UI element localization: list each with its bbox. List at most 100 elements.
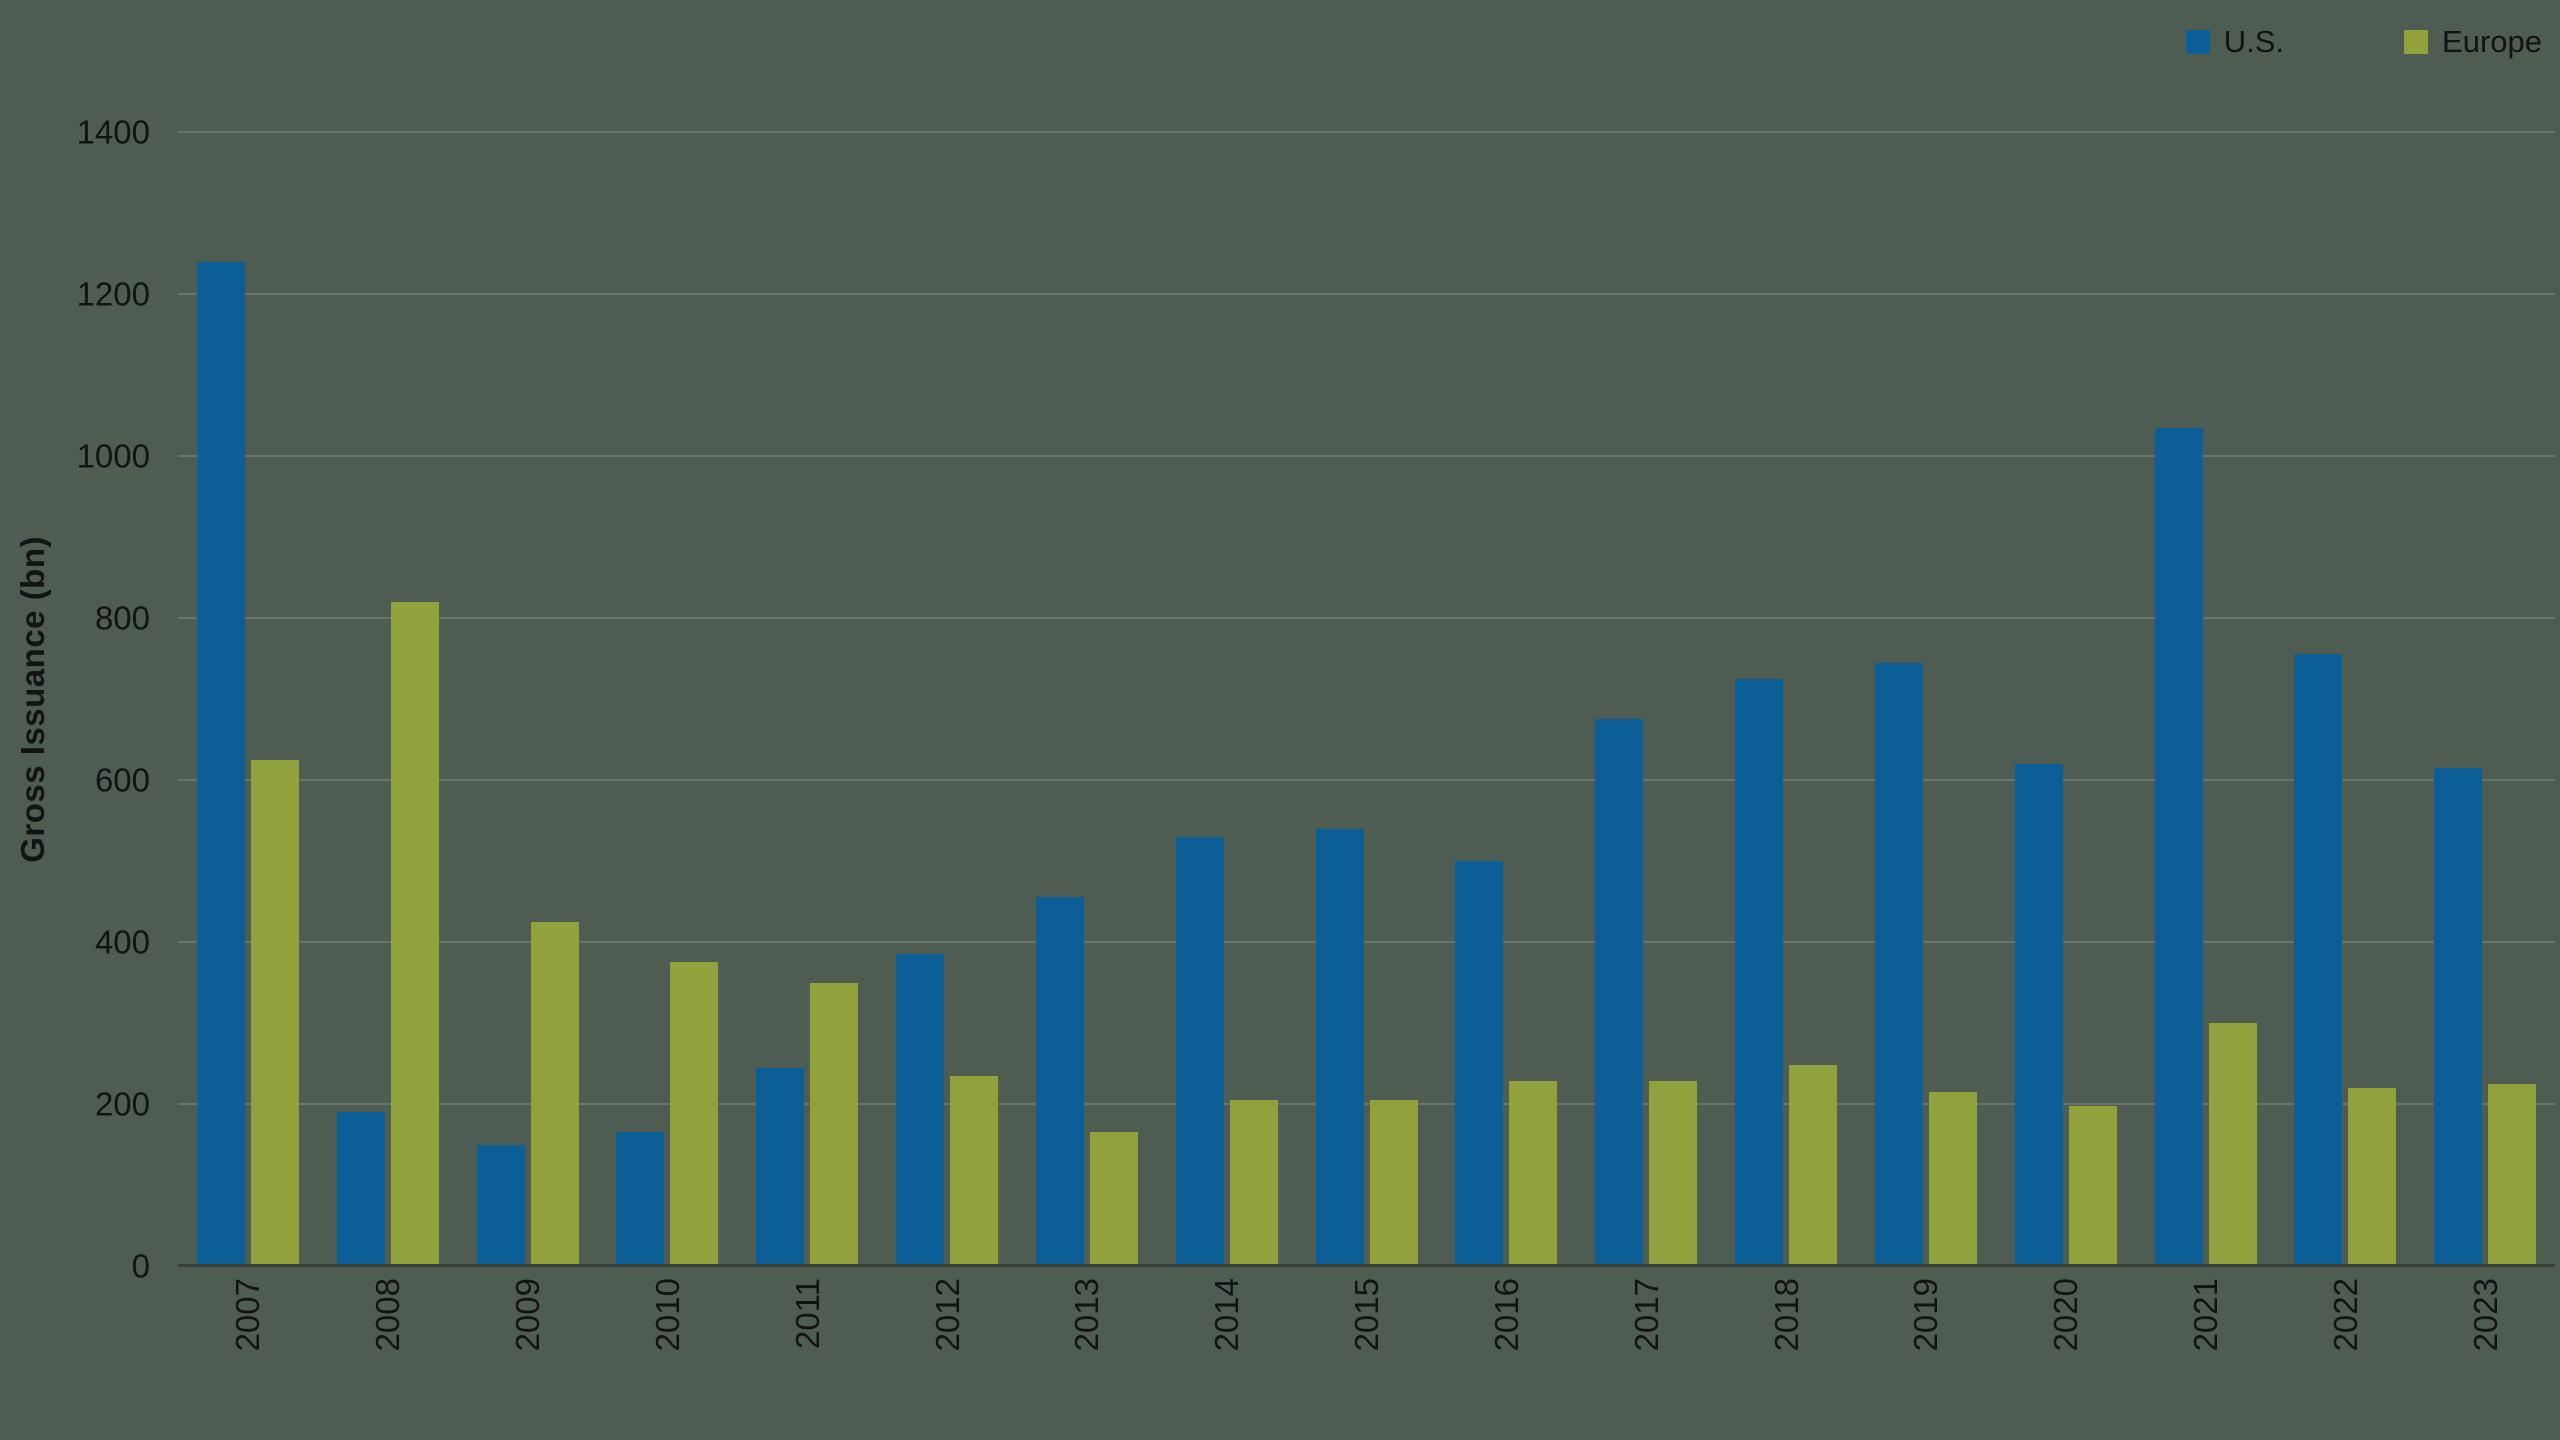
bar-group-2017 — [1576, 132, 1716, 1266]
x-tick-label: 2010 — [648, 1278, 686, 1352]
legend: U.S. Europe — [2185, 24, 2542, 59]
bar-u-s-2009 — [476, 1144, 525, 1266]
bar-europe-2023 — [2488, 1083, 2537, 1266]
x-tick-label: 2015 — [1348, 1278, 1386, 1352]
bar-group-2020 — [1996, 132, 2136, 1266]
bar-europe-2007 — [250, 759, 299, 1266]
y-tick-label: 1000 — [76, 437, 150, 475]
x-tick: 2009 — [458, 1278, 598, 1428]
gridline — [178, 455, 2555, 457]
bar-u-s-2008 — [336, 1112, 385, 1266]
gridline — [178, 941, 2555, 943]
legend-item-u-s: U.S. — [2185, 24, 2285, 59]
legend-item-europe: Europe — [2404, 26, 2542, 57]
x-tick: 2015 — [1297, 1278, 1437, 1428]
y-tick-label: 800 — [94, 599, 150, 637]
x-tick: 2018 — [1716, 1278, 1856, 1428]
x-tick: 2007 — [178, 1278, 318, 1428]
gridline — [178, 293, 2555, 295]
bar-group-2008 — [318, 132, 458, 1266]
bar-europe-2011 — [810, 982, 859, 1266]
x-tick-label: 2020 — [2047, 1278, 2085, 1352]
x-tick-label: 2022 — [2326, 1278, 2364, 1352]
x-tick: 2012 — [877, 1278, 1017, 1428]
bar-europe-2009 — [530, 921, 579, 1266]
bar-u-s-2022 — [2294, 654, 2343, 1266]
legend-label: U.S. — [2223, 24, 2285, 59]
bar-europe-2019 — [1928, 1091, 1977, 1266]
gridline — [178, 617, 2555, 619]
bar-group-2009 — [458, 132, 598, 1266]
gridline — [178, 131, 2555, 133]
x-tick: 2021 — [2136, 1278, 2276, 1428]
bar-group-2011 — [737, 132, 877, 1266]
legend-label: Europe — [2442, 24, 2542, 59]
bar-u-s-2010 — [616, 1132, 665, 1266]
bar-u-s-2020 — [2014, 763, 2063, 1266]
bar-europe-2013 — [1089, 1132, 1138, 1266]
bar-europe-2020 — [2068, 1105, 2117, 1266]
x-tick-label: 2018 — [1767, 1278, 1805, 1352]
x-tick-label: 2008 — [369, 1278, 407, 1352]
x-tick: 2017 — [1576, 1278, 1716, 1428]
bar-u-s-2007 — [196, 261, 245, 1266]
x-tick-label: 2023 — [2466, 1278, 2504, 1352]
bar-group-2010 — [597, 132, 737, 1266]
bar-u-s-2018 — [1735, 678, 1784, 1266]
bar-u-s-2023 — [2434, 767, 2483, 1266]
x-tick: 2023 — [2415, 1278, 2555, 1428]
bar-group-2016 — [1436, 132, 1576, 1266]
x-tick: 2011 — [737, 1278, 877, 1428]
bar-u-s-2011 — [756, 1067, 805, 1266]
x-tick-label: 2007 — [229, 1278, 267, 1352]
bar-europe-2014 — [1229, 1099, 1278, 1266]
bar-group-2018 — [1716, 132, 1856, 1266]
x-tick-label: 2013 — [1068, 1278, 1106, 1352]
bar-u-s-2021 — [2154, 427, 2203, 1266]
x-tick-label: 2016 — [1487, 1278, 1525, 1352]
x-tick: 2019 — [1856, 1278, 1996, 1428]
x-tick: 2013 — [1017, 1278, 1157, 1428]
x-axis-line — [178, 1264, 2555, 1267]
bar-u-s-2017 — [1595, 719, 1644, 1266]
x-tick: 2016 — [1436, 1278, 1576, 1428]
x-tick: 2022 — [2275, 1278, 2415, 1428]
y-tick-label: 600 — [94, 761, 150, 799]
bar-europe-2012 — [950, 1075, 999, 1266]
bar-u-s-2012 — [896, 954, 945, 1266]
y-tick-label: 400 — [94, 923, 150, 961]
x-tick-label: 2012 — [928, 1278, 966, 1352]
bar-group-2022 — [2275, 132, 2415, 1266]
x-axis-labels: 2007 2008 2009 2010 2011 2012 2013 2014 2015 2016… — [178, 1278, 2555, 1428]
gridline — [178, 779, 2555, 781]
bar-europe-2022 — [2348, 1087, 2397, 1266]
x-tick-label: 2009 — [509, 1278, 547, 1352]
y-tick-label: 1400 — [76, 113, 150, 151]
bar-u-s-2013 — [1035, 897, 1084, 1266]
x-tick: 2010 — [597, 1278, 737, 1428]
bar-u-s-2016 — [1455, 861, 1504, 1266]
x-tick-label: 2021 — [2187, 1278, 2224, 1352]
bar-group-2021 — [2136, 132, 2276, 1266]
bar-groups — [178, 132, 2555, 1266]
bar-europe-2018 — [1789, 1065, 1838, 1266]
x-tick-label: 2014 — [1208, 1278, 1246, 1352]
x-tick-label: 2011 — [788, 1278, 826, 1349]
y-tick-label: 200 — [94, 1085, 150, 1123]
bar-group-2019 — [1856, 132, 1996, 1266]
bar-europe-2010 — [670, 962, 719, 1266]
bar-europe-2017 — [1649, 1081, 1698, 1266]
bar-europe-2008 — [390, 601, 439, 1266]
gridline — [178, 1103, 2555, 1105]
bar-group-2007 — [178, 132, 318, 1266]
bar-group-2023 — [2415, 132, 2555, 1266]
plot-area — [178, 131, 2555, 1267]
legend-swatch-europe — [2404, 29, 2429, 54]
bar-group-2015 — [1297, 132, 1437, 1266]
bar-europe-2016 — [1509, 1081, 1558, 1266]
bar-europe-2015 — [1369, 1099, 1418, 1266]
y-axis: 0 200 400 600 800 1000 1200 1400 — [0, 116, 150, 1283]
y-tick-label: 1200 — [76, 275, 150, 313]
bar-group-2014 — [1157, 132, 1297, 1266]
x-tick-label: 2017 — [1627, 1278, 1665, 1352]
